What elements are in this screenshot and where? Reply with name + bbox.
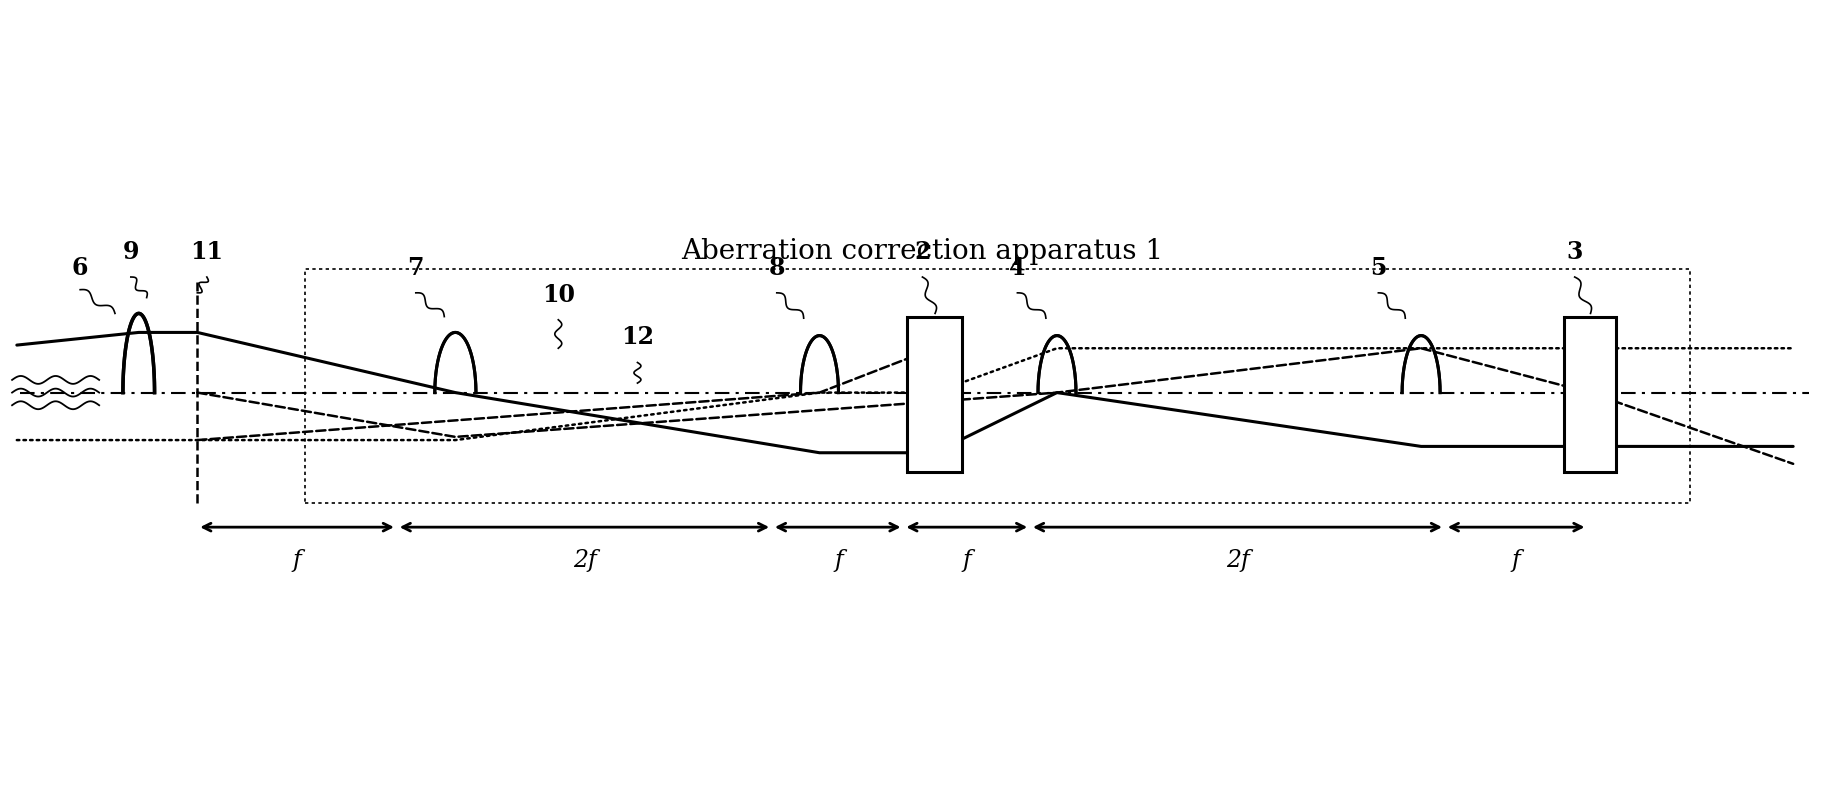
Text: 2: 2	[914, 240, 931, 263]
Text: 2f: 2f	[1225, 548, 1249, 571]
Text: 3: 3	[1566, 240, 1582, 263]
Bar	[305, 269, 1690, 504]
Text: f: f	[962, 548, 971, 571]
Text: f: f	[293, 548, 302, 571]
Text: 2f: 2f	[572, 548, 596, 571]
Text: 12: 12	[620, 325, 655, 349]
Text: 9: 9	[123, 240, 139, 263]
Text: 8: 8	[768, 255, 785, 279]
Text: 5: 5	[1370, 255, 1386, 279]
Bar	[907, 318, 962, 472]
Text: 6: 6	[71, 255, 88, 279]
Text: f: f	[1513, 548, 1520, 571]
Text: 10: 10	[541, 282, 574, 306]
Text: Aberration correction apparatus 1: Aberration correction apparatus 1	[682, 238, 1163, 265]
Text: f: f	[834, 548, 843, 571]
Text: 7: 7	[408, 255, 424, 279]
Text: 11: 11	[190, 240, 223, 263]
Text: 4: 4	[1010, 255, 1026, 279]
Bar	[1564, 318, 1615, 472]
